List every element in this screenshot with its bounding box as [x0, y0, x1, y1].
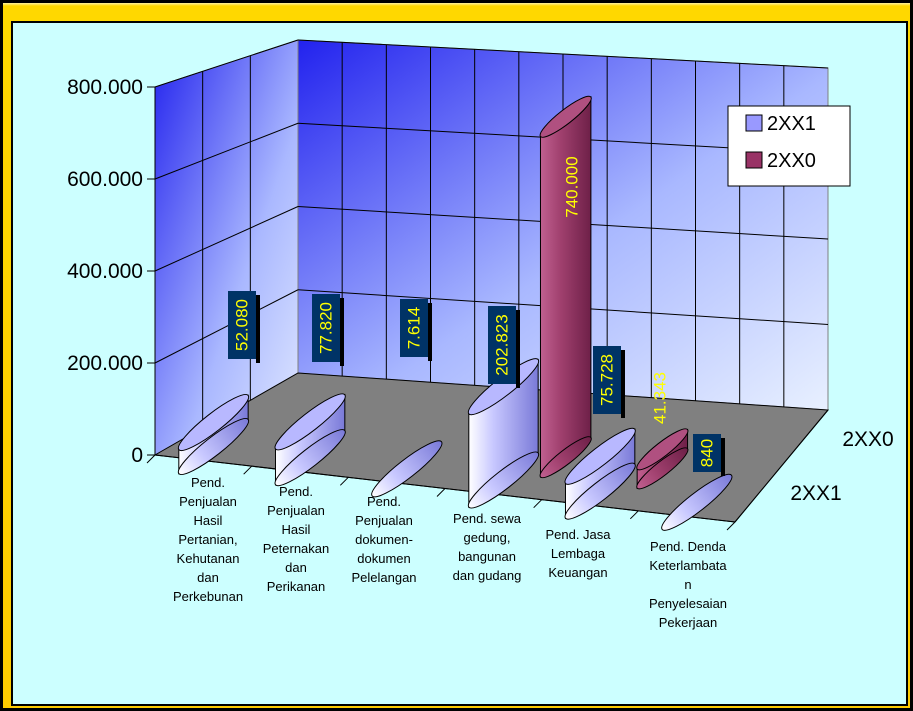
- bar-top: [177, 394, 250, 452]
- x-tick-mark: [339, 476, 349, 486]
- bar-2XX1: [467, 358, 540, 509]
- legend-label: 2XX1: [767, 113, 816, 135]
- legend-label: 2XX0: [767, 150, 816, 172]
- x-category-label: Pend. Jasa Lembaga Keuangan: [545, 527, 611, 580]
- bar-2XX1: [371, 440, 443, 498]
- x-category-label: Pend. Penjualan Hasil Peternakan dan Perikana…: [263, 484, 330, 594]
- bar-2XX1: [564, 427, 636, 520]
- data-label-text: 77.820: [317, 302, 336, 354]
- bar-bottom: [177, 417, 250, 475]
- x-tick-mark: [243, 465, 253, 475]
- bar-top: [564, 427, 636, 485]
- legend-swatch: [745, 151, 763, 169]
- x-category-label: Pend. Penjualan Hasil Pertanian, Kehutanan da…: [173, 475, 243, 604]
- data-label-box: [228, 291, 256, 359]
- bar-2XX1: [274, 393, 346, 487]
- x-tick-mark: [533, 499, 543, 509]
- legend-box: 2XX1 2XX0: [727, 105, 851, 187]
- gridline-left: [154, 289, 299, 364]
- bar-bottom: [636, 447, 689, 490]
- data-label-text: 202.823: [493, 314, 512, 375]
- data-label-2XX1: 52.080: [228, 291, 260, 363]
- data-label-shadow: [256, 295, 260, 363]
- gridline-left: [154, 206, 299, 272]
- data-label-box: [593, 346, 621, 414]
- data-label-shadow: [340, 298, 344, 366]
- legend: 2XX1 2XX0: [727, 105, 851, 187]
- y-tick-label: 800.000: [67, 76, 143, 99]
- y-tick-label: 200.000: [67, 352, 143, 375]
- gridline-left: [154, 122, 299, 180]
- depth-label-2XX0: 2XX0: [842, 428, 893, 451]
- y-tick-label: 400.000: [67, 260, 143, 283]
- x-category-label: Pend. Penjualan dokumen-dokumen Pelelangan: [351, 494, 416, 585]
- data-label-2XX1: 840: [693, 434, 725, 476]
- data-label-shadow: [721, 438, 725, 476]
- bars: [177, 95, 733, 531]
- data-label-shadow: [621, 350, 625, 418]
- data-label-box: [488, 306, 516, 384]
- bar-bottom: [564, 462, 636, 520]
- data-label-text: 52.080: [233, 299, 252, 351]
- bar-bottom: [274, 429, 346, 487]
- axes: 800.000 600.000 400.000 200.000 0 Pend. Penjua…: [67, 76, 894, 630]
- data-label-2XX1: 77.820: [312, 294, 344, 366]
- data-label-2XX1: 7.614: [400, 299, 432, 361]
- x-tick-mark: [726, 521, 736, 531]
- data-label-2XX0: 41.343: [651, 372, 670, 424]
- y-tick-label: 0: [131, 444, 143, 467]
- bar-body: [539, 96, 592, 478]
- depth-axis: [734, 409, 829, 523]
- x-tick-mark: [146, 454, 156, 464]
- bar-2XX1: [661, 473, 733, 531]
- bar-top: [539, 95, 592, 138]
- data-label-box: [693, 434, 721, 472]
- data-label-2XX0: 740.000: [563, 156, 582, 217]
- x-tick-mark: [629, 510, 639, 520]
- data-label-shadow: [516, 310, 520, 388]
- bar-bottom: [539, 436, 592, 479]
- data-label-text: 840: [698, 439, 717, 467]
- data-label-box: [400, 299, 428, 357]
- bar-base: [661, 473, 733, 531]
- data-labels: 52.080 77.820 7.614 202.823 75.728 840 740.000…: [228, 156, 725, 476]
- x-category-label: Pend. Denda Keterlambata n Penyelesaian Peke…: [649, 539, 727, 630]
- data-label-2XX1: 202.823: [488, 306, 520, 388]
- bar-top: [274, 393, 346, 451]
- gridline-left: [154, 39, 299, 88]
- depth-label-2XX1: 2XX1: [790, 482, 841, 505]
- x-category-label: Pend. sewa gedung, bangunan dan gudang: [453, 511, 522, 583]
- data-label-text: 75.728: [598, 354, 617, 406]
- legend-swatch: [745, 114, 763, 132]
- y-tick-label: 600.000: [67, 168, 143, 191]
- bar-base: [371, 440, 443, 498]
- bar-2XX1: [177, 394, 250, 475]
- data-label-box: [312, 294, 340, 362]
- bar-bottom: [467, 451, 540, 509]
- x-tick-mark: [436, 488, 446, 497]
- data-label-2XX1: 75.728: [593, 346, 625, 418]
- data-label-text: 7.614: [405, 307, 424, 350]
- bar-2XX0: [636, 428, 689, 490]
- bar-top: [636, 428, 689, 471]
- bar-2XX0: [539, 95, 592, 479]
- data-label-shadow: [428, 303, 432, 361]
